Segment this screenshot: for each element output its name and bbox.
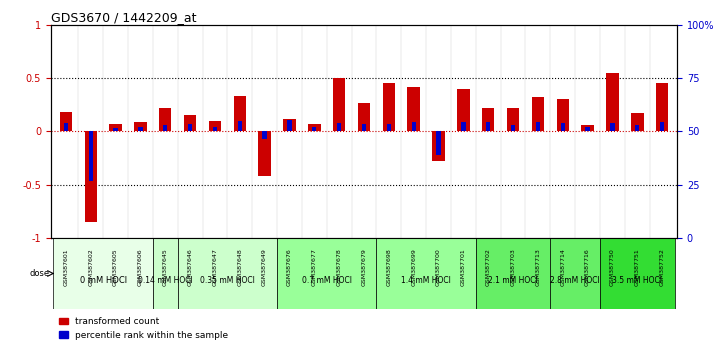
Bar [432, 131, 445, 161]
Bar [288, 120, 292, 131]
Text: GSM387605: GSM387605 [113, 249, 118, 286]
Text: GSM387645: GSM387645 [163, 249, 167, 286]
Bar [411, 122, 416, 131]
Bar [383, 84, 395, 131]
Bar [635, 125, 639, 131]
Text: GSM387698: GSM387698 [387, 249, 392, 286]
Text: GSM387751: GSM387751 [635, 249, 640, 286]
Bar [237, 121, 242, 131]
Bar [582, 125, 594, 131]
FancyBboxPatch shape [53, 238, 153, 309]
Bar [114, 128, 118, 131]
Text: GSM387713: GSM387713 [535, 249, 540, 286]
Text: GSM387679: GSM387679 [362, 249, 366, 286]
Bar [63, 123, 68, 131]
Bar [357, 103, 371, 131]
Bar [209, 121, 221, 131]
Bar [184, 115, 197, 131]
Bar [89, 131, 93, 182]
Text: GSM387601: GSM387601 [63, 249, 68, 286]
Bar [159, 108, 172, 131]
Bar [660, 122, 665, 131]
Bar [531, 97, 544, 131]
Text: GSM387701: GSM387701 [461, 249, 466, 286]
Bar [138, 127, 143, 131]
FancyBboxPatch shape [178, 238, 277, 309]
Bar [536, 122, 540, 131]
Text: GSM387699: GSM387699 [411, 249, 416, 286]
Text: GSM387648: GSM387648 [237, 249, 242, 286]
Bar [408, 87, 420, 131]
Legend: transformed count, percentile rank within the sample: transformed count, percentile rank withi… [55, 314, 232, 343]
Bar [337, 123, 341, 131]
FancyBboxPatch shape [277, 238, 376, 309]
Bar [561, 123, 565, 131]
Text: GSM387703: GSM387703 [510, 249, 515, 286]
Bar [263, 131, 266, 139]
Bar [312, 127, 317, 131]
FancyBboxPatch shape [376, 238, 476, 309]
Text: GSM387716: GSM387716 [585, 249, 590, 286]
Text: GSM387602: GSM387602 [88, 249, 93, 286]
Bar [109, 124, 122, 131]
Bar [486, 122, 491, 131]
Text: GDS3670 / 1442209_at: GDS3670 / 1442209_at [51, 11, 197, 24]
Text: GSM387750: GSM387750 [610, 249, 615, 286]
Text: GSM387700: GSM387700 [436, 249, 441, 286]
Bar [163, 125, 167, 131]
Text: GSM387677: GSM387677 [312, 249, 317, 286]
Bar [436, 131, 440, 155]
Bar [362, 124, 366, 131]
FancyBboxPatch shape [550, 238, 600, 309]
Text: dose: dose [30, 269, 50, 278]
FancyBboxPatch shape [600, 238, 675, 309]
Bar [134, 122, 146, 131]
Bar [213, 127, 217, 131]
Text: 2.8 mM HOCl: 2.8 mM HOCl [550, 276, 600, 285]
Bar [308, 124, 320, 131]
Text: 0.14 mM HOCl: 0.14 mM HOCl [138, 276, 193, 285]
Text: GSM387702: GSM387702 [486, 249, 491, 286]
Bar [610, 123, 614, 131]
Bar [387, 124, 391, 131]
Bar [507, 108, 519, 131]
Text: GSM387714: GSM387714 [561, 249, 565, 286]
Text: 0 mM HOCl: 0 mM HOCl [79, 276, 127, 285]
Bar [333, 78, 345, 131]
Text: GSM387678: GSM387678 [336, 249, 341, 286]
Bar [656, 84, 668, 131]
Bar [482, 108, 494, 131]
Bar [60, 112, 72, 131]
Text: GSM387647: GSM387647 [213, 249, 218, 286]
Text: 0.35 mM HOCl: 0.35 mM HOCl [200, 276, 255, 285]
FancyBboxPatch shape [153, 238, 178, 309]
Bar [84, 131, 97, 222]
Bar [258, 131, 271, 176]
Bar [511, 125, 515, 131]
Text: GSM387646: GSM387646 [188, 249, 193, 286]
Text: 1.4 mM HOCl: 1.4 mM HOCl [401, 276, 451, 285]
Text: 0.7 mM HOCl: 0.7 mM HOCl [301, 276, 352, 285]
Bar [585, 127, 590, 131]
Bar [283, 119, 296, 131]
Text: GSM387606: GSM387606 [138, 249, 143, 286]
Bar [457, 89, 470, 131]
Bar [188, 124, 192, 131]
FancyBboxPatch shape [476, 238, 550, 309]
Bar [462, 122, 465, 131]
Bar [234, 96, 246, 131]
Bar [606, 73, 619, 131]
Text: 2.1 mM HOCl: 2.1 mM HOCl [488, 276, 538, 285]
Text: GSM387676: GSM387676 [287, 249, 292, 286]
Bar [556, 99, 569, 131]
Bar [631, 113, 644, 131]
Text: 3.5 mM HOCl: 3.5 mM HOCl [612, 276, 662, 285]
Text: GSM387649: GSM387649 [262, 249, 267, 286]
Text: GSM387752: GSM387752 [660, 249, 665, 286]
